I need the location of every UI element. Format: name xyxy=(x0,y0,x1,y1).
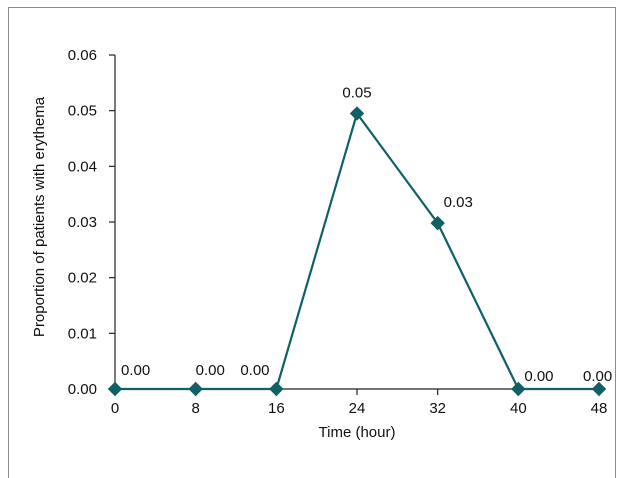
y-tick-label: 0.01 xyxy=(68,325,97,342)
data-point-marker xyxy=(430,215,445,231)
y-tick-label: 0.03 xyxy=(68,214,97,231)
y-tick-label: 0.04 xyxy=(68,158,97,175)
data-point-marker xyxy=(107,381,123,397)
data-point-marker xyxy=(511,381,526,397)
x-tick-label: 24 xyxy=(349,400,366,417)
data-label: 0.05 xyxy=(342,84,371,101)
x-tick-label: 0 xyxy=(111,400,119,417)
data-label: 0.00 xyxy=(583,368,612,385)
x-axis-title: Time (hour) xyxy=(319,424,396,441)
x-tick-label: 16 xyxy=(268,400,285,417)
x-tick-label: 40 xyxy=(510,400,527,417)
data-label: 0.00 xyxy=(240,362,269,379)
data-point-marker xyxy=(269,381,284,397)
x-tick-label: 48 xyxy=(591,400,608,417)
y-tick-label: 0.05 xyxy=(68,103,97,120)
data-label: 0.00 xyxy=(524,368,553,385)
chart-frame xyxy=(8,7,616,478)
y-tick-label: 0.06 xyxy=(68,47,97,64)
data-label: 0.03 xyxy=(444,194,473,211)
series-polyline xyxy=(115,111,599,391)
data-point-marker xyxy=(188,381,203,397)
y-axis-title: Proportion of patients with erythema xyxy=(31,96,48,337)
y-tick-label: 0.00 xyxy=(68,381,97,398)
data-labels: 0.00 0.00 0.00 0.05 0.03 0.00 0.00 xyxy=(121,84,612,385)
x-tick-label: 32 xyxy=(429,400,446,417)
series-line xyxy=(107,106,607,397)
data-label: 0.00 xyxy=(196,362,225,379)
x-tick-label: 8 xyxy=(191,400,199,417)
y-tick-label: 0.02 xyxy=(68,270,97,287)
data-point-marker xyxy=(591,381,607,397)
data-point-marker xyxy=(349,106,365,121)
data-label: 0.00 xyxy=(121,362,150,379)
